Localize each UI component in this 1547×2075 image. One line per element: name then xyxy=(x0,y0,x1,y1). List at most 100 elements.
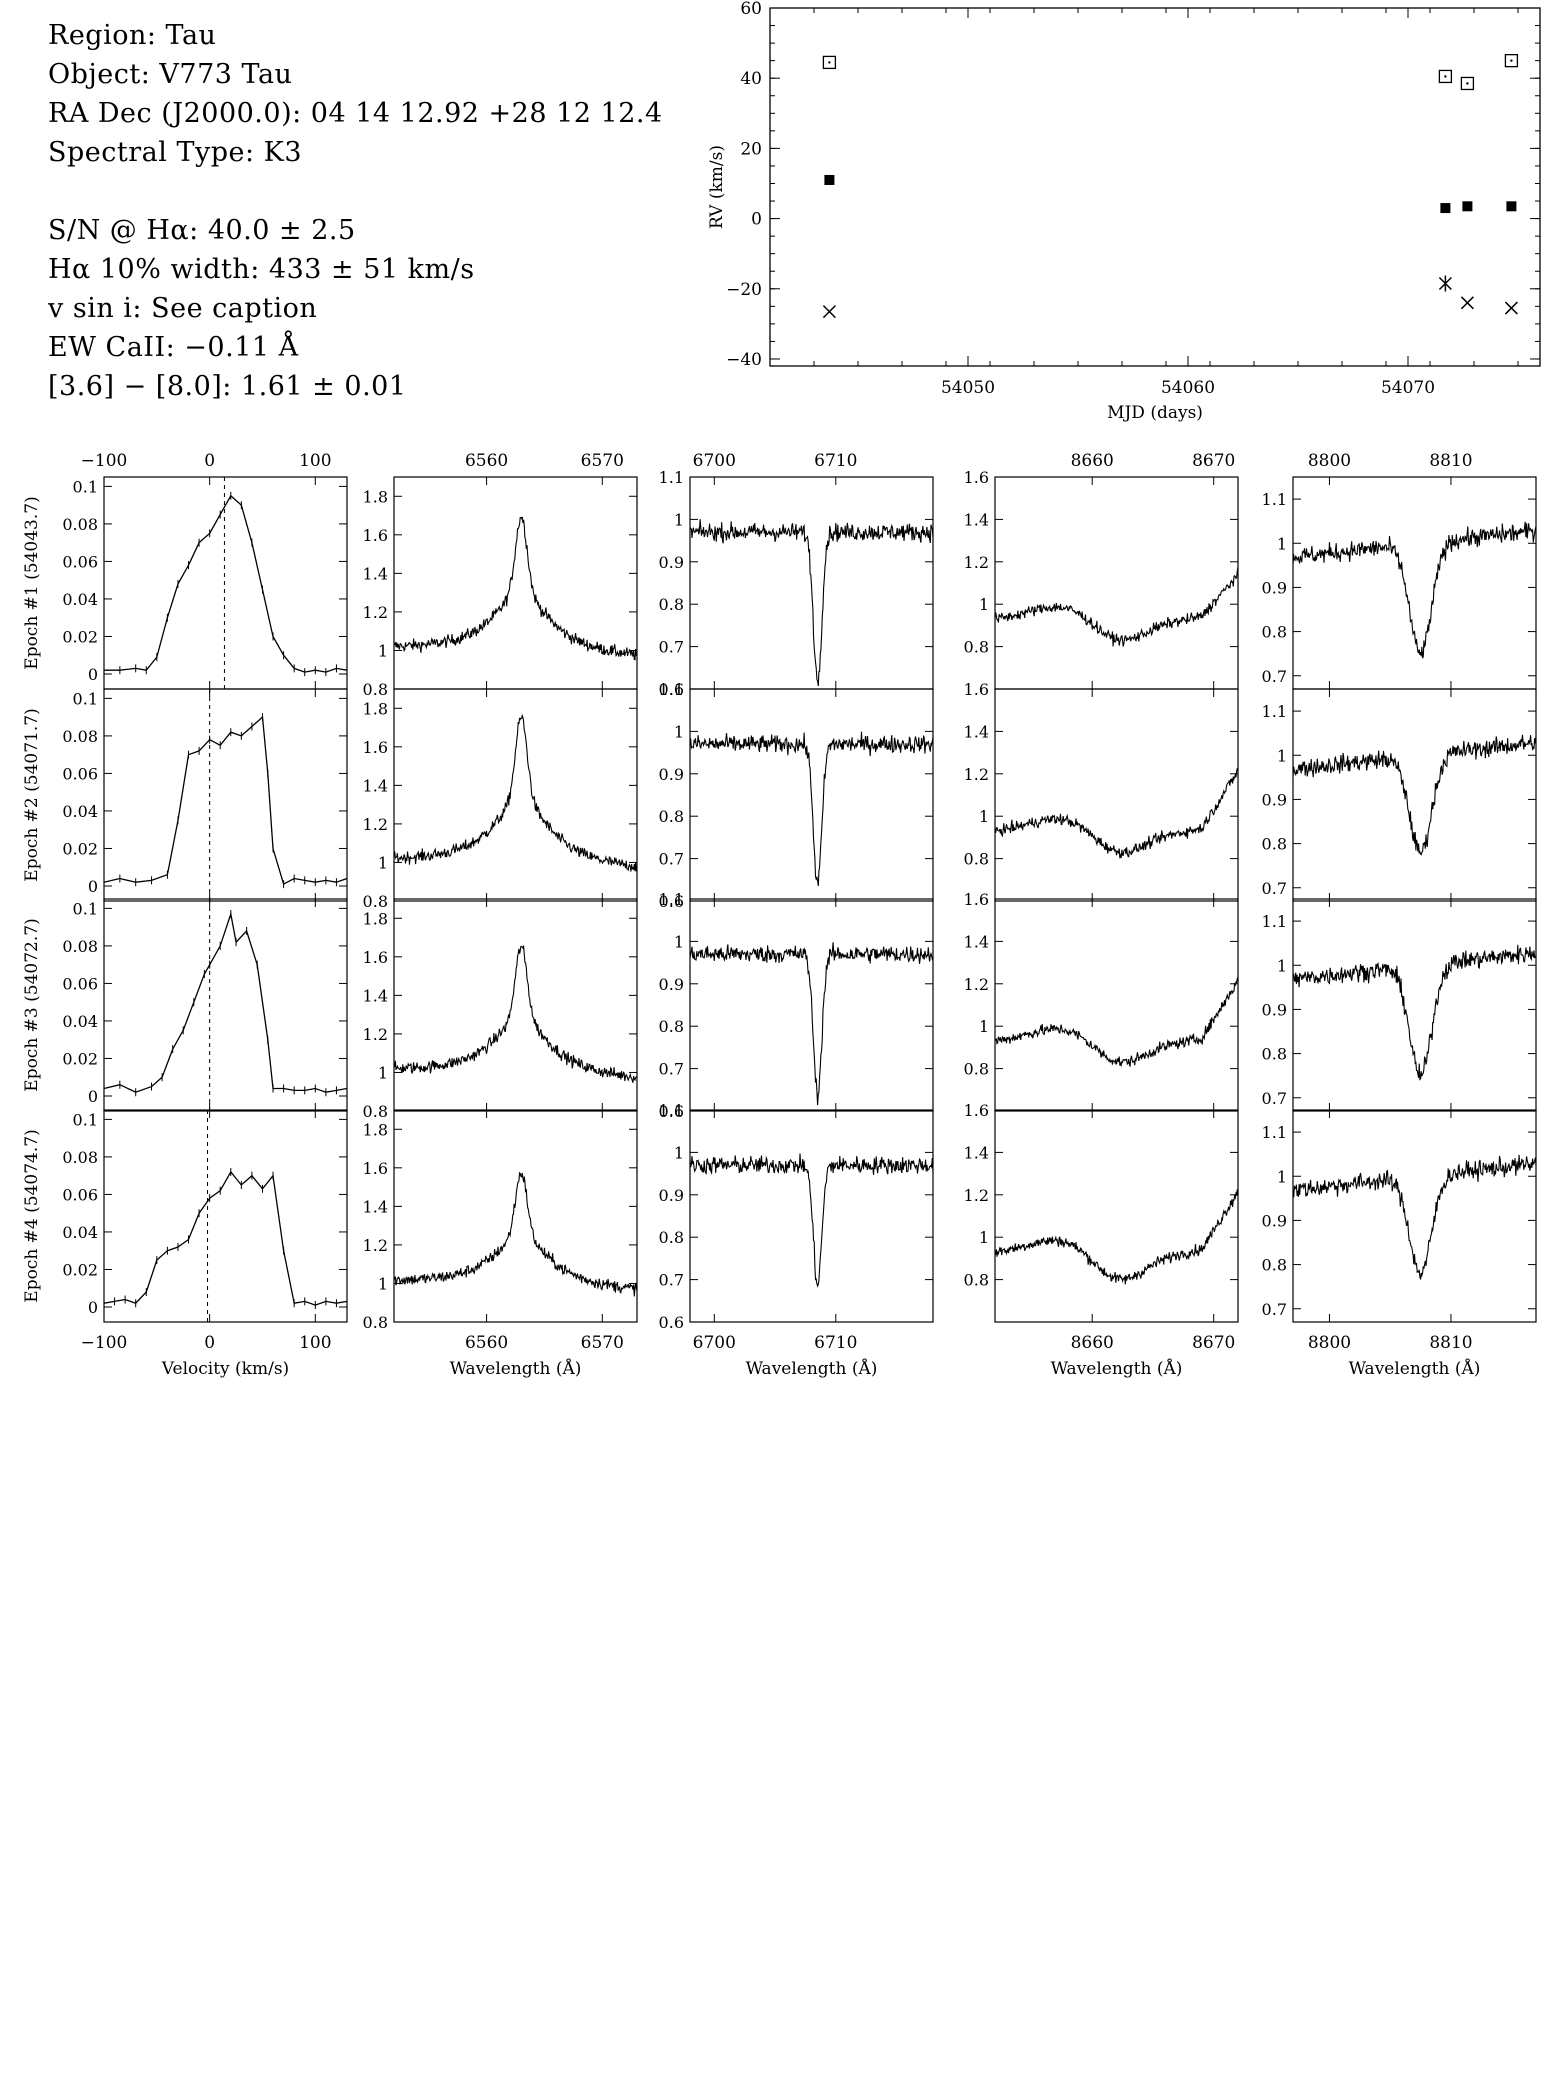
bottom-x-tick-label: 8810 xyxy=(1429,1333,1472,1353)
top-x-tick-label: 8810 xyxy=(1429,451,1472,471)
rv-cross-point xyxy=(1504,301,1518,315)
y-tick-label: 0.08 xyxy=(62,727,98,746)
y-tick-label: 1.4 xyxy=(964,510,989,529)
y-tick-label: 0.8 xyxy=(964,850,989,869)
panel-frame xyxy=(393,1109,638,1323)
bottom-x-tick-label: 6710 xyxy=(814,1333,857,1353)
top-x-tick-label: 6570 xyxy=(581,451,624,471)
spectrum-line xyxy=(1292,521,1537,659)
y-tick-label: 1.4 xyxy=(363,986,388,1005)
region-label: Region: Tau xyxy=(48,20,217,51)
y-tick-label: 1.4 xyxy=(964,1143,989,1162)
spectrum-line xyxy=(393,713,638,872)
ccf-line xyxy=(103,1170,348,1306)
spectrum-line xyxy=(1292,1154,1537,1280)
panel-ca-epoch-4: 0.8 1 1.2 1.4 1.6 xyxy=(964,1101,1239,1323)
x-axis-label: Wavelength (Å) xyxy=(1349,1358,1481,1379)
y-tick-label: 1.6 xyxy=(363,526,388,545)
header-info: Region: Tau Object: V773 Tau RA Dec (J20… xyxy=(48,16,663,406)
rv-open-square-point xyxy=(1504,53,1519,68)
y-tick-label: 1.2 xyxy=(363,603,388,622)
panel-pa-epoch-4: 0.7 0.8 0.9 1 1.1 xyxy=(1262,1109,1537,1323)
y-tick-label: 0.06 xyxy=(62,552,98,571)
y-tick-label: 1 xyxy=(674,510,684,529)
y-tick-label: 0.7 xyxy=(1262,667,1287,686)
y-tick-label: 0.08 xyxy=(62,1148,98,1167)
x-axis-label: Velocity (km/s) xyxy=(161,1359,289,1379)
y-tick-label: 1.4 xyxy=(363,1197,388,1216)
rv-y-tick-label: 60 xyxy=(740,0,762,19)
y-tick-label: 0.8 xyxy=(659,595,684,614)
y-tick-label: 0.06 xyxy=(62,764,98,783)
bottom-x-tick-label: 100 xyxy=(299,1333,331,1353)
top-x-tick-label: 8670 xyxy=(1192,451,1235,471)
rv-y-tick-label: −40 xyxy=(726,350,762,370)
spectrum-line xyxy=(689,731,934,887)
panel-halpha-epoch-4: 0.8 1 1.2 1.4 1.6 1.8 xyxy=(363,1109,638,1332)
y-tick-label: 0.7 xyxy=(1262,1089,1287,1108)
y-tick-label: 1 xyxy=(378,1063,388,1082)
object-label: Object: V773 Tau xyxy=(48,59,293,90)
y-tick-label: 1.8 xyxy=(363,909,388,928)
rv-open-square-dot xyxy=(1444,75,1447,78)
y-tick-label: 1 xyxy=(1277,534,1287,553)
y-tick-label: 0.8 xyxy=(659,807,684,826)
y-tick-label: 1.1 xyxy=(1262,702,1287,721)
spectrum-line xyxy=(1292,944,1537,1081)
y-tick-label: 0.9 xyxy=(659,975,684,994)
x-axis-label: Wavelength (Å) xyxy=(1051,1358,1183,1379)
x-axis-label: Wavelength (Å) xyxy=(450,1358,582,1379)
y-tick-label: 1 xyxy=(674,932,684,951)
panel-ccf-epoch-2: 0 0.02 0.04 0.06 0.08 0.1 xyxy=(62,688,348,902)
y-tick-label: 1.8 xyxy=(363,699,388,718)
rv-plot-frame xyxy=(769,7,1541,367)
y-tick-label: 1.1 xyxy=(659,680,684,699)
y-tick-label: 0.9 xyxy=(1262,790,1287,809)
y-tick-label: 0.04 xyxy=(62,590,98,609)
panel-frame xyxy=(994,898,1239,1112)
spectrum-line xyxy=(689,942,934,1106)
rv-y-tick-label: 20 xyxy=(740,139,762,159)
y-tick-label: 0.02 xyxy=(62,627,98,646)
spectra-grid: Epoch #1 (54043.7) Epoch #2 (54071.7) Epoc… xyxy=(22,451,1537,1379)
y-tick-label: 0.9 xyxy=(1262,1000,1287,1019)
top-x-tick-label: 100 xyxy=(299,451,331,471)
panel-frame xyxy=(1292,476,1537,690)
y-tick-label: 0.8 xyxy=(659,1228,684,1247)
y-tick-label: 0.02 xyxy=(62,1260,98,1279)
top-x-tick-label: 8660 xyxy=(1071,451,1114,471)
panel-pa-epoch-2: 0.7 0.8 0.9 1 1.1 xyxy=(1262,688,1537,902)
panel-frame xyxy=(103,898,348,1112)
y-tick-label: 0.7 xyxy=(1262,1300,1287,1319)
y-tick-label: 0.8 xyxy=(1262,1045,1287,1064)
y-tick-label: 0.02 xyxy=(62,839,98,858)
spectrum-line xyxy=(393,516,638,661)
y-tick-label: 1 xyxy=(378,1274,388,1293)
rv-open-square-dot xyxy=(1510,59,1513,62)
y-tick-label: 0.9 xyxy=(659,1186,684,1205)
x-axis-label: Wavelength (Å) xyxy=(746,1358,878,1379)
y-tick-label: 1.8 xyxy=(363,487,388,506)
y-tick-label: 1.1 xyxy=(1262,490,1287,509)
bottom-x-tick-label: 6700 xyxy=(693,1333,736,1353)
y-tick-label: 0.6 xyxy=(659,1102,684,1121)
y-tick-label: 0.6 xyxy=(659,892,684,911)
panel-frame xyxy=(393,898,638,1112)
y-tick-label: 1 xyxy=(378,641,388,660)
y-tick-label: 0.9 xyxy=(1262,578,1287,597)
y-tick-label: 0.02 xyxy=(62,1049,98,1068)
panel-halpha-epoch-3: 0.8 1 1.2 1.4 1.6 1.8 xyxy=(363,898,638,1121)
y-tick-label: 0.7 xyxy=(659,638,684,657)
ccf-line xyxy=(104,494,348,673)
rv-cross-point xyxy=(822,305,836,319)
panel-ccf-epoch-1: 0 0.02 0.04 0.06 0.08 0.1 xyxy=(62,476,348,690)
y-tick-label: 1.4 xyxy=(363,776,388,795)
rv-panel: 54050 54060 54070 −40 −20 0 20 40 60 MJD (days) RV… xyxy=(707,0,1541,423)
y-tick-label: 1.2 xyxy=(363,1025,388,1044)
y-tick-label: 0.8 xyxy=(1262,1256,1287,1275)
rv-open-square-point xyxy=(1460,76,1475,91)
y-tick-label: 1.4 xyxy=(964,932,989,951)
y-tick-label: 1.6 xyxy=(964,890,989,909)
panel-frame xyxy=(994,688,1239,902)
y-tick-label: 0.1 xyxy=(73,899,98,918)
